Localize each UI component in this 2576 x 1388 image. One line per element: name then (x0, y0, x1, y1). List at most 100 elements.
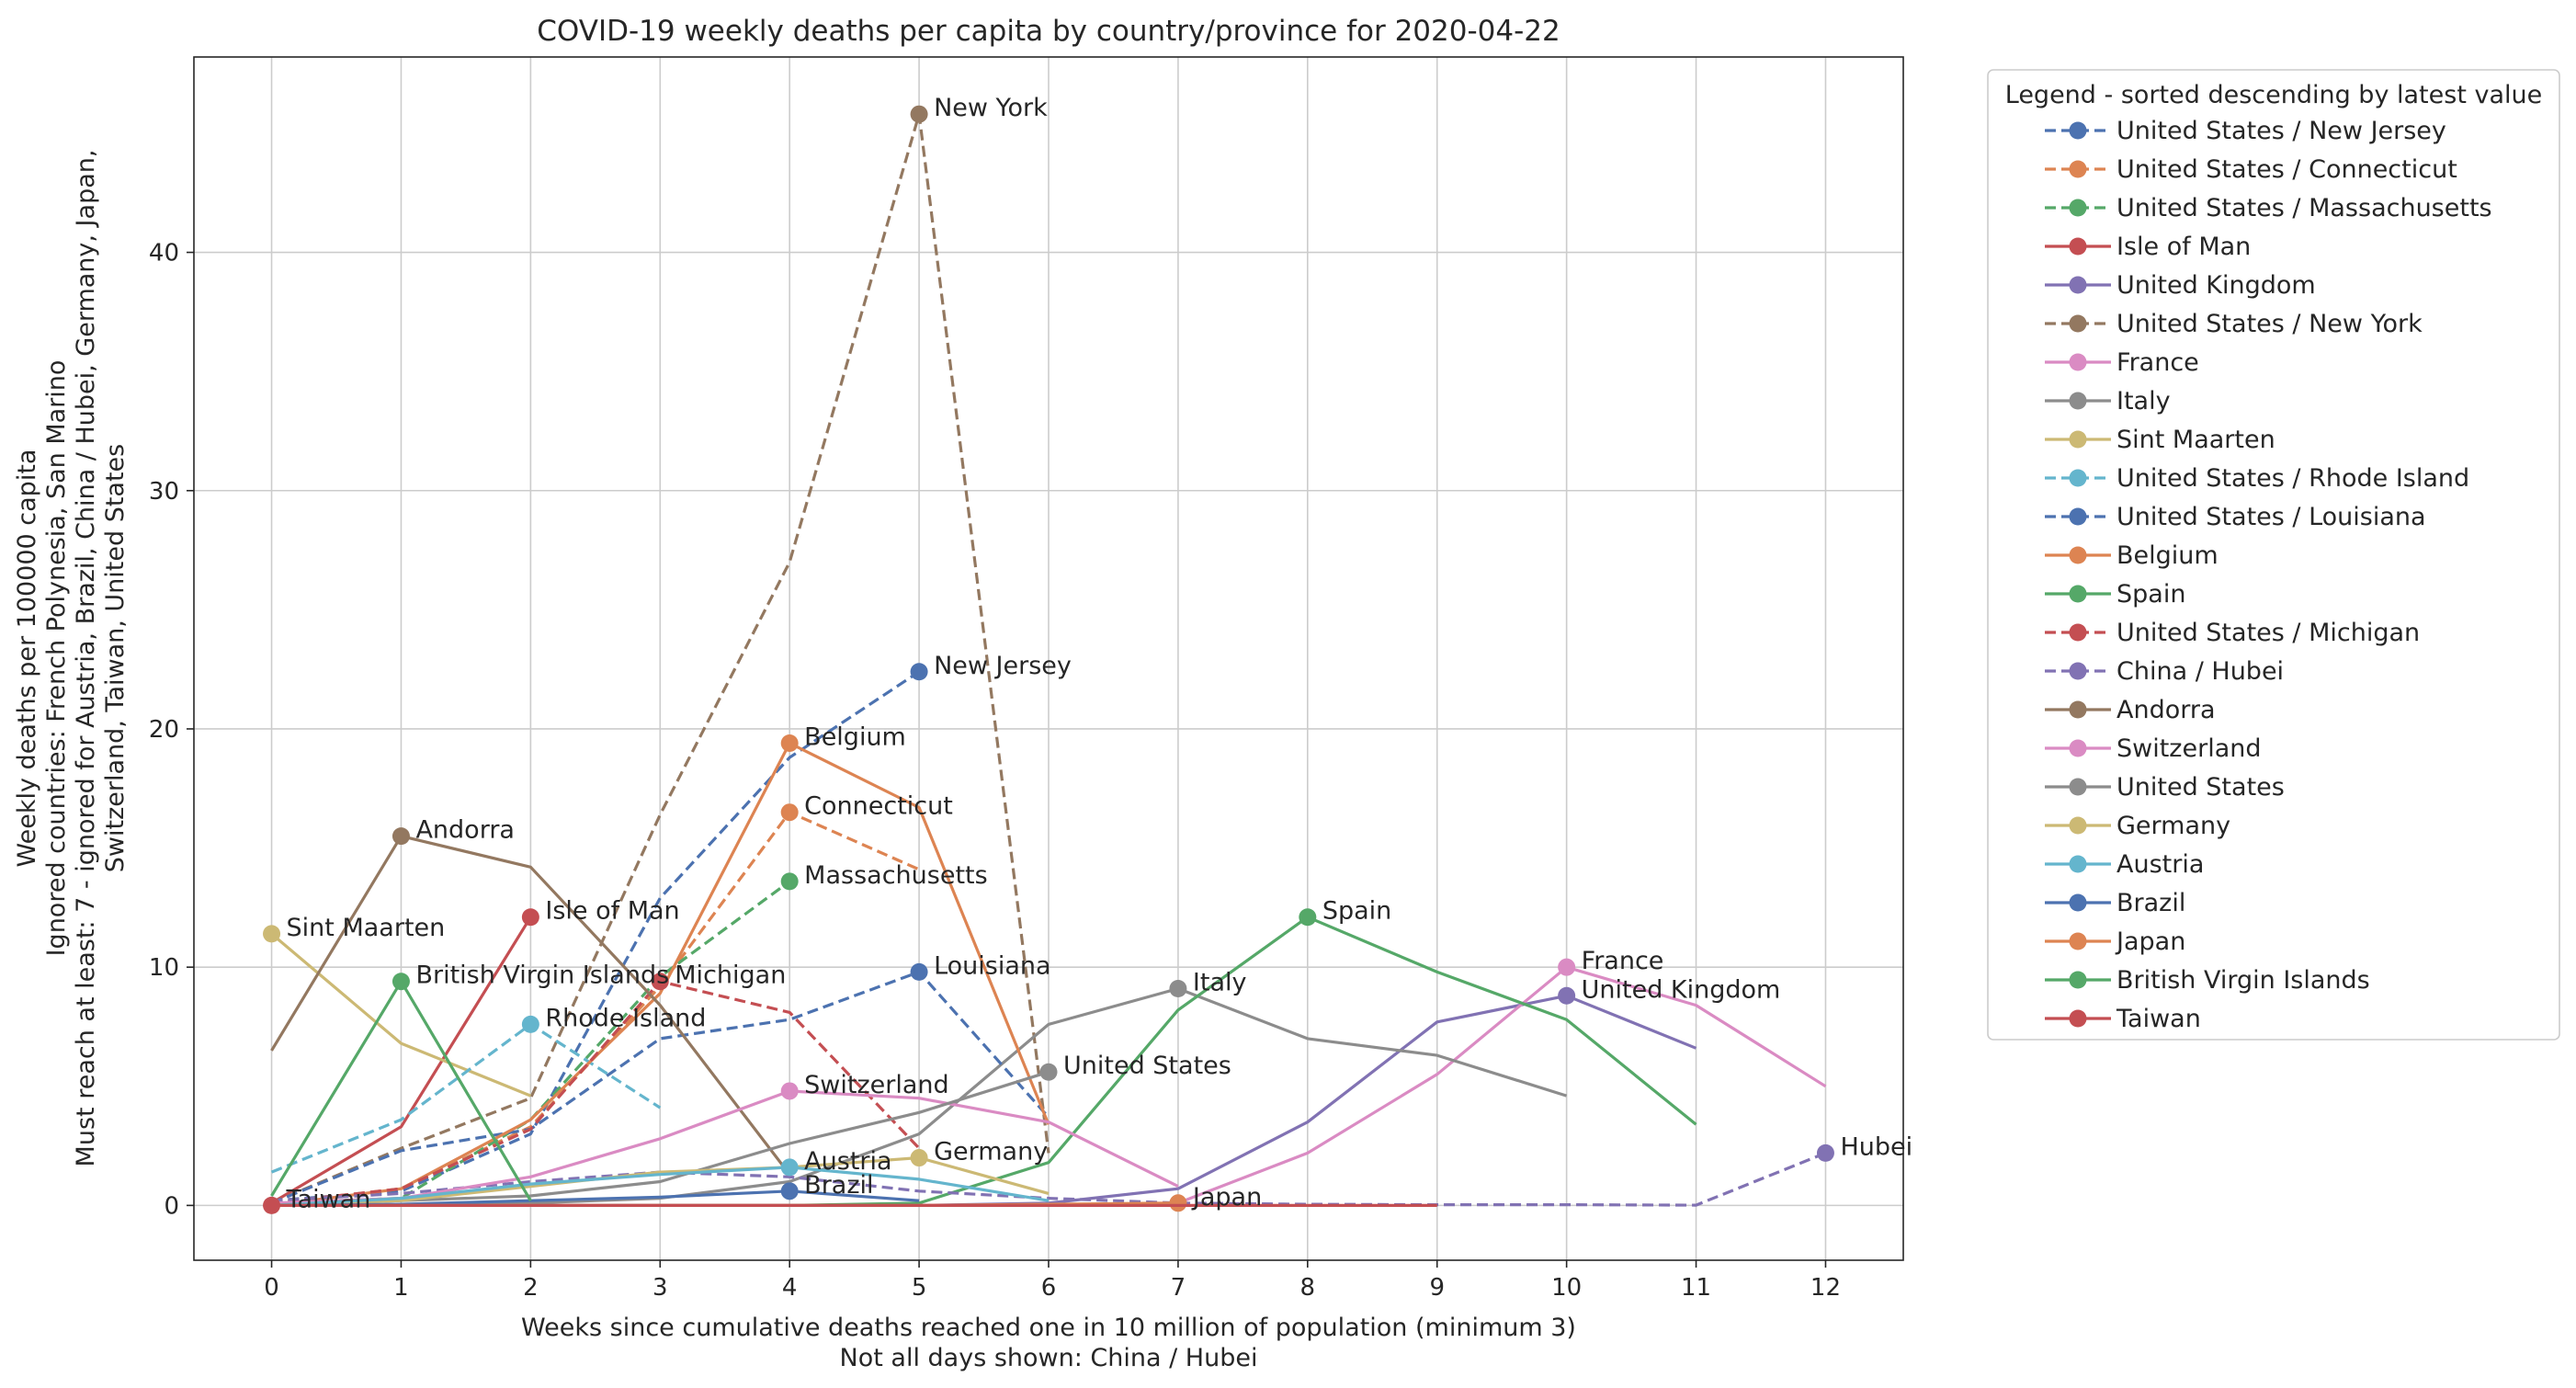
series-peak-label: Spain (1322, 897, 1391, 926)
legend-marker (2069, 160, 2087, 178)
x-tick-label: 0 (264, 1274, 279, 1302)
legend-item: France (2045, 348, 2199, 377)
x-tick-label: 10 (1551, 1274, 1582, 1302)
series-peak-marker (392, 973, 410, 991)
x-tick-label: 4 (782, 1274, 798, 1302)
x-tick-label: 11 (1681, 1274, 1711, 1302)
legend-item: United States / Louisiana (2045, 503, 2426, 531)
series-peak-label: United States (1063, 1052, 1231, 1080)
x-tick-label: 9 (1429, 1274, 1445, 1302)
legend-item: United States / New Jersey (2045, 117, 2446, 145)
legend-label: Switzerland (2116, 734, 2262, 763)
series-peak-label: Germany (934, 1138, 1048, 1166)
legend-item: Brazil (2045, 889, 2185, 917)
series-peak-marker (1558, 958, 1576, 976)
series-peak-label: New Jersey (934, 652, 1072, 680)
series-peak-label: Japan (1191, 1183, 1262, 1212)
legend-item: United States / New York (2045, 310, 2423, 338)
series-13 (271, 973, 921, 1205)
legend-marker (2069, 546, 2087, 564)
series-peak-marker (521, 908, 539, 927)
legend-item: Taiwan (2045, 1005, 2201, 1033)
series-23 (263, 1196, 1437, 1214)
series-10 (270, 962, 1050, 1205)
legend-marker (2069, 121, 2087, 140)
series-5 (270, 105, 1050, 1205)
legend-item: British Virgin Islands (2045, 966, 2370, 995)
series-3 (270, 908, 539, 1205)
legend-label: Spain (2116, 580, 2185, 609)
series-line (271, 741, 1050, 1207)
series-peak-label: Andorra (415, 816, 515, 845)
legend-item: United States / Connecticut (2045, 155, 2457, 184)
series-peak-marker (910, 1149, 928, 1167)
y-tick-label: 0 (164, 1192, 179, 1220)
series-peak-label: Sint Maarten (287, 914, 446, 942)
series-peak-label: United Kingdom (1582, 975, 1781, 1004)
legend-marker (2069, 507, 2087, 526)
series-peak-marker (780, 872, 799, 891)
legend-item: United States (2045, 773, 2285, 802)
legend-item: Andorra (2045, 696, 2216, 724)
legend-label: United States / Michigan (2116, 619, 2420, 647)
series-peak-label: Connecticut (804, 792, 953, 821)
x-axis-sublabel: Not all days shown: China / Hubei (840, 1344, 1258, 1372)
legend-label: Germany (2116, 812, 2230, 840)
series-peak-label: Brazil (804, 1171, 873, 1200)
series-22 (270, 973, 532, 1202)
legend-items: United States / New Jersey United States … (2045, 117, 2492, 1033)
y-axis-label: Weekly deaths per 100000 capita Ignored … (13, 150, 130, 1167)
legend-label: Brazil (2116, 889, 2185, 917)
legend-marker (2069, 932, 2087, 950)
legend-label: United States / Connecticut (2116, 155, 2457, 184)
legend-marker (2069, 585, 2087, 603)
series-peak-marker (780, 803, 799, 822)
legend-item: Sint Maarten (2045, 426, 2275, 454)
x-axis-label: Weeks since cumulative deaths reached on… (521, 1314, 1576, 1342)
legend-label: United Kingdom (2116, 271, 2316, 300)
legend-marker (2069, 199, 2087, 217)
series-peak-marker (780, 1082, 799, 1100)
legend-label: Andorra (2116, 696, 2216, 724)
y-tick-label: 20 (149, 716, 179, 744)
x-tick-label: 2 (523, 1274, 539, 1302)
legend-label: Taiwan (2116, 1005, 2201, 1033)
series-lines (263, 105, 1834, 1214)
series-peak-marker (780, 1158, 799, 1177)
legend-marker (2069, 430, 2087, 449)
y-axis-label-line-3: Must reach at least: 7 - ignored for Aus… (72, 150, 100, 1167)
series-line (271, 986, 1568, 1208)
x-ticks: 0 1 2 3 4 5 6 7 8 9 10 11 12 (264, 1260, 1841, 1302)
series-peak-label: Louisiana (934, 951, 1050, 980)
series-peak-label: Belgium (804, 723, 906, 752)
legend-title: Legend - sorted descending by latest val… (2005, 81, 2542, 109)
legend-label: Italy (2116, 387, 2171, 415)
y-tick-label: 10 (149, 954, 179, 982)
series-line (271, 1151, 1827, 1207)
legend-label: France (2116, 348, 2199, 377)
plot-frame (193, 56, 1904, 1261)
series-peak-label: Massachusetts (804, 861, 988, 890)
legend-marker (2069, 392, 2087, 410)
legend-label: Belgium (2116, 541, 2219, 570)
y-tick-label: 40 (149, 240, 179, 267)
legend-item: Germany (2045, 812, 2230, 840)
legend-label: Austria (2116, 850, 2204, 879)
series-peak-label: British Virgin Islands (415, 961, 669, 990)
legend-label: Sint Maarten (2116, 426, 2275, 454)
legend-marker (2069, 276, 2087, 294)
series-peak-marker (1299, 908, 1317, 927)
legend-label: Isle of Man (2116, 233, 2251, 261)
series-peak-label: France (1582, 947, 1664, 975)
series-peak-marker (1558, 986, 1576, 1005)
series-peak-marker (1169, 980, 1187, 998)
legend-marker (2069, 700, 2087, 719)
series-15 (270, 827, 791, 1176)
legend-item: Belgium (2045, 541, 2219, 570)
series-peak-marker (780, 734, 799, 753)
legend-item: Austria (2045, 850, 2204, 879)
legend-marker (2069, 353, 2087, 371)
series-peak-marker (1039, 1063, 1058, 1081)
series-peak-marker (392, 827, 410, 846)
legend-label: United States / Massachusetts (2116, 194, 2492, 222)
